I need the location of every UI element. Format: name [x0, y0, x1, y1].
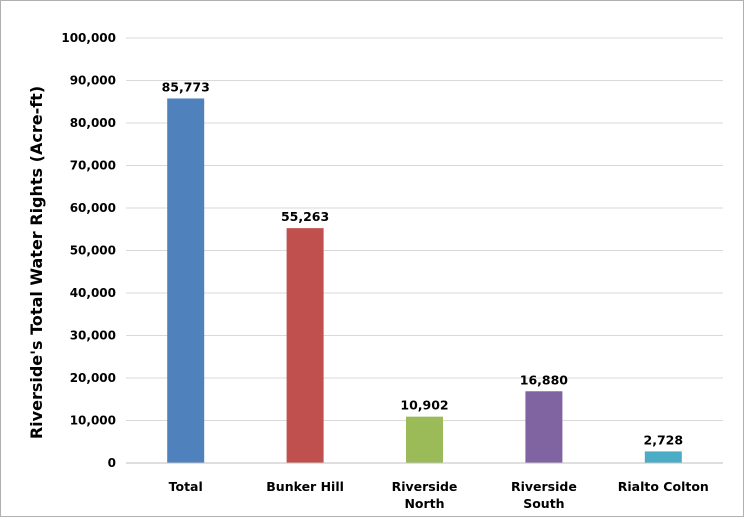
- bar: [167, 98, 205, 463]
- data-label: 85,773: [162, 79, 210, 94]
- x-axis-categories: Total Bunker Hill Riverside North Riverside S…: [169, 479, 709, 511]
- x-tick-label: Riverside: [511, 479, 577, 494]
- bar: [525, 391, 563, 463]
- y-axis-label: Riverside's Total Water Rights (Acre-ft): [27, 86, 46, 439]
- y-tick-label: 30,000: [70, 329, 116, 343]
- x-tick-label: Rialto Colton: [618, 479, 709, 494]
- x-tick-label: Riverside: [392, 479, 458, 494]
- y-tick-label: 50,000: [70, 244, 116, 258]
- data-labels: 85,773 55,263 10,902 16,880 2,728: [162, 79, 683, 447]
- bars: [167, 98, 682, 463]
- bar: [406, 416, 443, 463]
- x-tick-label: North: [404, 496, 444, 511]
- y-tick-label: 100,000: [61, 31, 116, 45]
- y-tick-label: 0: [108, 456, 116, 470]
- y-tick-label: 70,000: [70, 159, 116, 173]
- y-tick-label: 10,000: [70, 414, 116, 428]
- bar: [286, 228, 324, 463]
- data-label: 16,880: [520, 372, 569, 387]
- x-tick-label: South: [523, 496, 564, 511]
- x-tick-label: Total: [169, 479, 203, 494]
- y-tick-label: 20,000: [70, 371, 116, 385]
- y-tick-label: 40,000: [70, 286, 116, 300]
- gridlines: [126, 37, 723, 421]
- bar: [644, 451, 682, 463]
- x-tick-label: Bunker Hill: [266, 479, 344, 494]
- data-label: 55,263: [281, 209, 329, 224]
- data-label: 2,728: [644, 432, 684, 447]
- y-tick-label: 80,000: [70, 116, 116, 130]
- y-tick-label: 90,000: [70, 74, 116, 88]
- data-label: 10,902: [400, 398, 448, 413]
- y-axis-ticks: 0 10,000 20,000 30,000 40,000 50,000 60,000 70,…: [61, 31, 116, 470]
- y-tick-label: 60,000: [70, 201, 116, 215]
